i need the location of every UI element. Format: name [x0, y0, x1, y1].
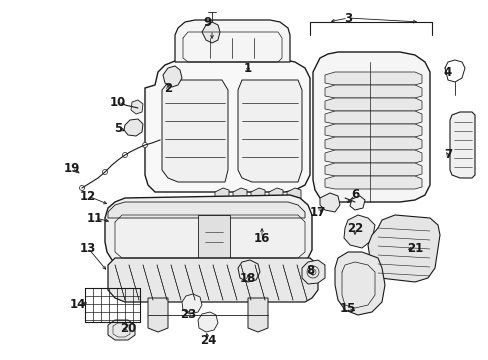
Polygon shape [131, 100, 142, 114]
Polygon shape [238, 80, 302, 182]
Polygon shape [163, 66, 182, 87]
Polygon shape [250, 188, 264, 204]
Polygon shape [108, 258, 317, 302]
Text: 9: 9 [203, 15, 212, 28]
Polygon shape [325, 150, 421, 163]
Polygon shape [325, 98, 421, 111]
Text: 14: 14 [70, 298, 86, 311]
Text: 15: 15 [339, 302, 355, 315]
Polygon shape [325, 85, 421, 98]
Polygon shape [232, 188, 246, 204]
Polygon shape [325, 163, 421, 176]
Polygon shape [325, 111, 421, 124]
Circle shape [102, 170, 107, 175]
Polygon shape [449, 112, 474, 178]
Polygon shape [124, 119, 142, 136]
Circle shape [80, 185, 84, 190]
Polygon shape [268, 188, 283, 204]
Polygon shape [349, 196, 364, 210]
Text: 24: 24 [200, 333, 216, 346]
Polygon shape [148, 298, 168, 332]
Text: 11: 11 [87, 211, 103, 225]
Polygon shape [334, 252, 384, 315]
Polygon shape [367, 215, 439, 282]
Text: 2: 2 [163, 81, 172, 94]
Polygon shape [108, 320, 135, 340]
Text: 7: 7 [443, 148, 451, 162]
Text: 5: 5 [114, 122, 122, 135]
Text: 19: 19 [63, 162, 80, 175]
Polygon shape [325, 72, 421, 85]
Polygon shape [312, 52, 429, 202]
Text: 8: 8 [305, 264, 313, 276]
Polygon shape [319, 193, 339, 212]
Circle shape [122, 153, 127, 158]
Text: 12: 12 [80, 189, 96, 202]
Polygon shape [343, 215, 374, 248]
Text: 10: 10 [110, 95, 126, 108]
Polygon shape [238, 260, 260, 282]
Text: 21: 21 [406, 242, 422, 255]
Polygon shape [325, 124, 421, 137]
Polygon shape [215, 188, 228, 204]
Text: 4: 4 [443, 66, 451, 78]
Text: 22: 22 [346, 221, 363, 234]
Polygon shape [198, 215, 229, 260]
Text: 1: 1 [244, 62, 251, 75]
Polygon shape [105, 195, 311, 264]
Text: 16: 16 [253, 231, 270, 244]
Polygon shape [175, 20, 289, 62]
Text: 13: 13 [80, 242, 96, 255]
Polygon shape [325, 176, 421, 189]
Polygon shape [145, 60, 309, 192]
Text: 6: 6 [350, 189, 358, 202]
Polygon shape [198, 312, 218, 332]
Circle shape [142, 143, 147, 148]
Text: 20: 20 [120, 321, 136, 334]
Polygon shape [302, 260, 325, 284]
Polygon shape [202, 22, 220, 43]
Polygon shape [162, 80, 227, 182]
Polygon shape [108, 202, 305, 218]
Polygon shape [182, 294, 202, 314]
Text: 23: 23 [180, 309, 196, 321]
Text: 17: 17 [309, 206, 325, 219]
Polygon shape [286, 188, 301, 204]
Polygon shape [325, 137, 421, 150]
Text: 18: 18 [239, 271, 256, 284]
Polygon shape [247, 298, 267, 332]
Text: 3: 3 [343, 12, 351, 24]
